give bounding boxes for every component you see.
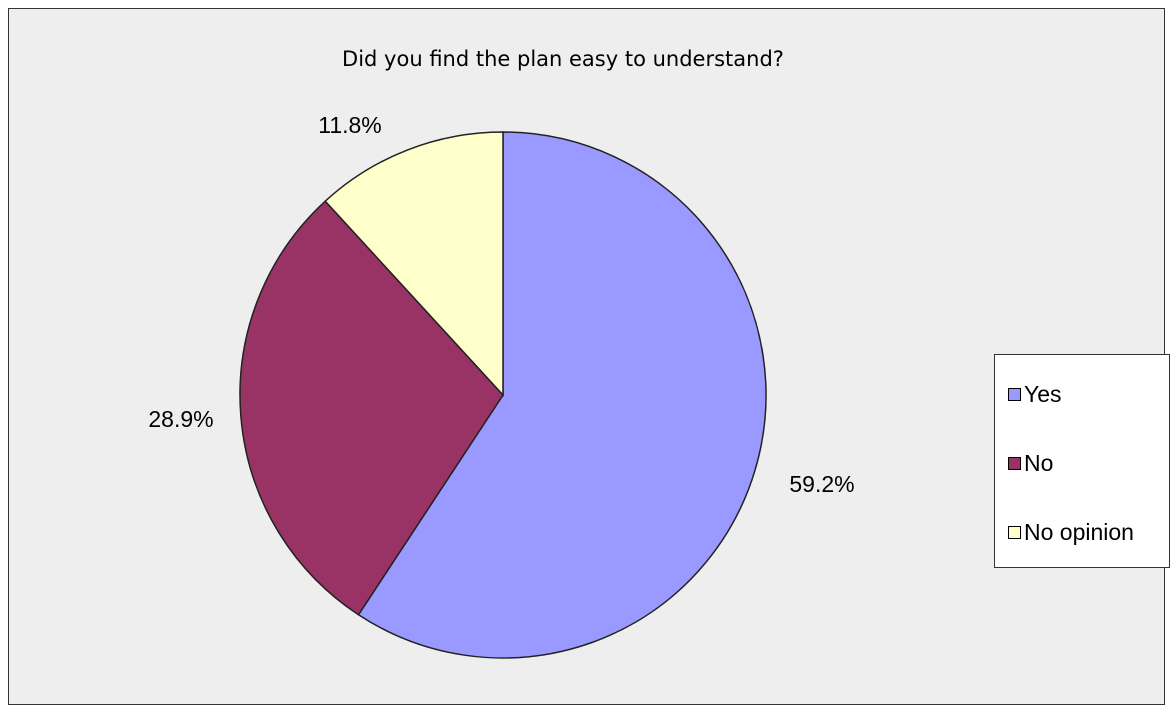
slice-label-no: 28.9% (148, 406, 213, 432)
slice-label-yes: 59.2% (789, 471, 854, 497)
legend-item-no-opinion: No opinion (1008, 519, 1134, 546)
pie-slice-no-opinion (324, 131, 504, 397)
legend-item-no: No (1008, 450, 1053, 477)
pie-slice-no (239, 200, 504, 616)
legend-swatch-no (1008, 457, 1021, 470)
legend-label-yes: Yes (1024, 381, 1062, 407)
pie-slice-yes (357, 131, 767, 659)
pie-chart: 59.2% 28.9% 11.8% (148, 112, 855, 659)
legend-swatch-yes (1008, 388, 1021, 401)
legend: Yes No No opinion (994, 354, 1170, 568)
slice-label-no-opinion: 11.8% (318, 112, 382, 138)
legend-item-yes: Yes (1008, 381, 1062, 408)
legend-label-no: No (1024, 450, 1054, 476)
chart-title: Did you find the plan easy to understand… (342, 47, 784, 71)
chart-area: Did you find the plan easy to understand… (8, 8, 1170, 705)
legend-label-no-opinion: No opinion (1024, 519, 1134, 545)
legend-swatch-no-opinion (1008, 526, 1021, 539)
